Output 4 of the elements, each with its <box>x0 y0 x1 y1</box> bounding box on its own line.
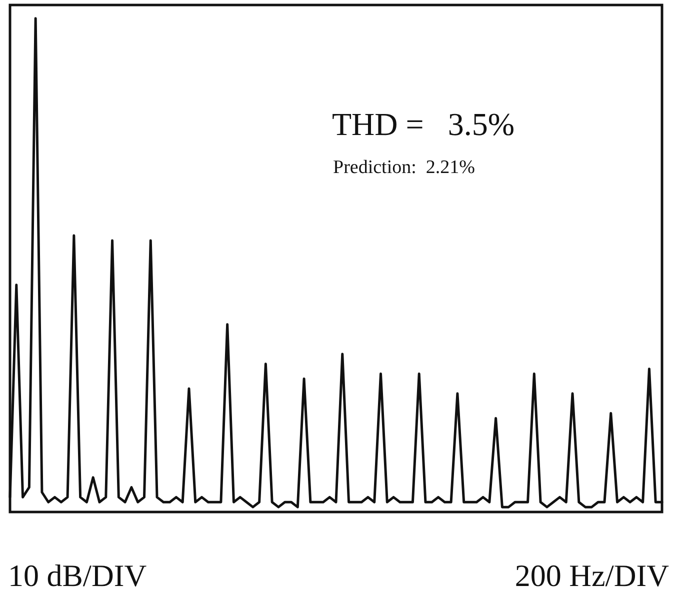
annotation: Prediction: 2.21% <box>333 157 476 178</box>
text: 10 dB/DIV <box>8 558 148 593</box>
text: 200 Hz/DIV <box>514 558 670 593</box>
annotation: THD = 3.5% <box>332 106 514 142</box>
